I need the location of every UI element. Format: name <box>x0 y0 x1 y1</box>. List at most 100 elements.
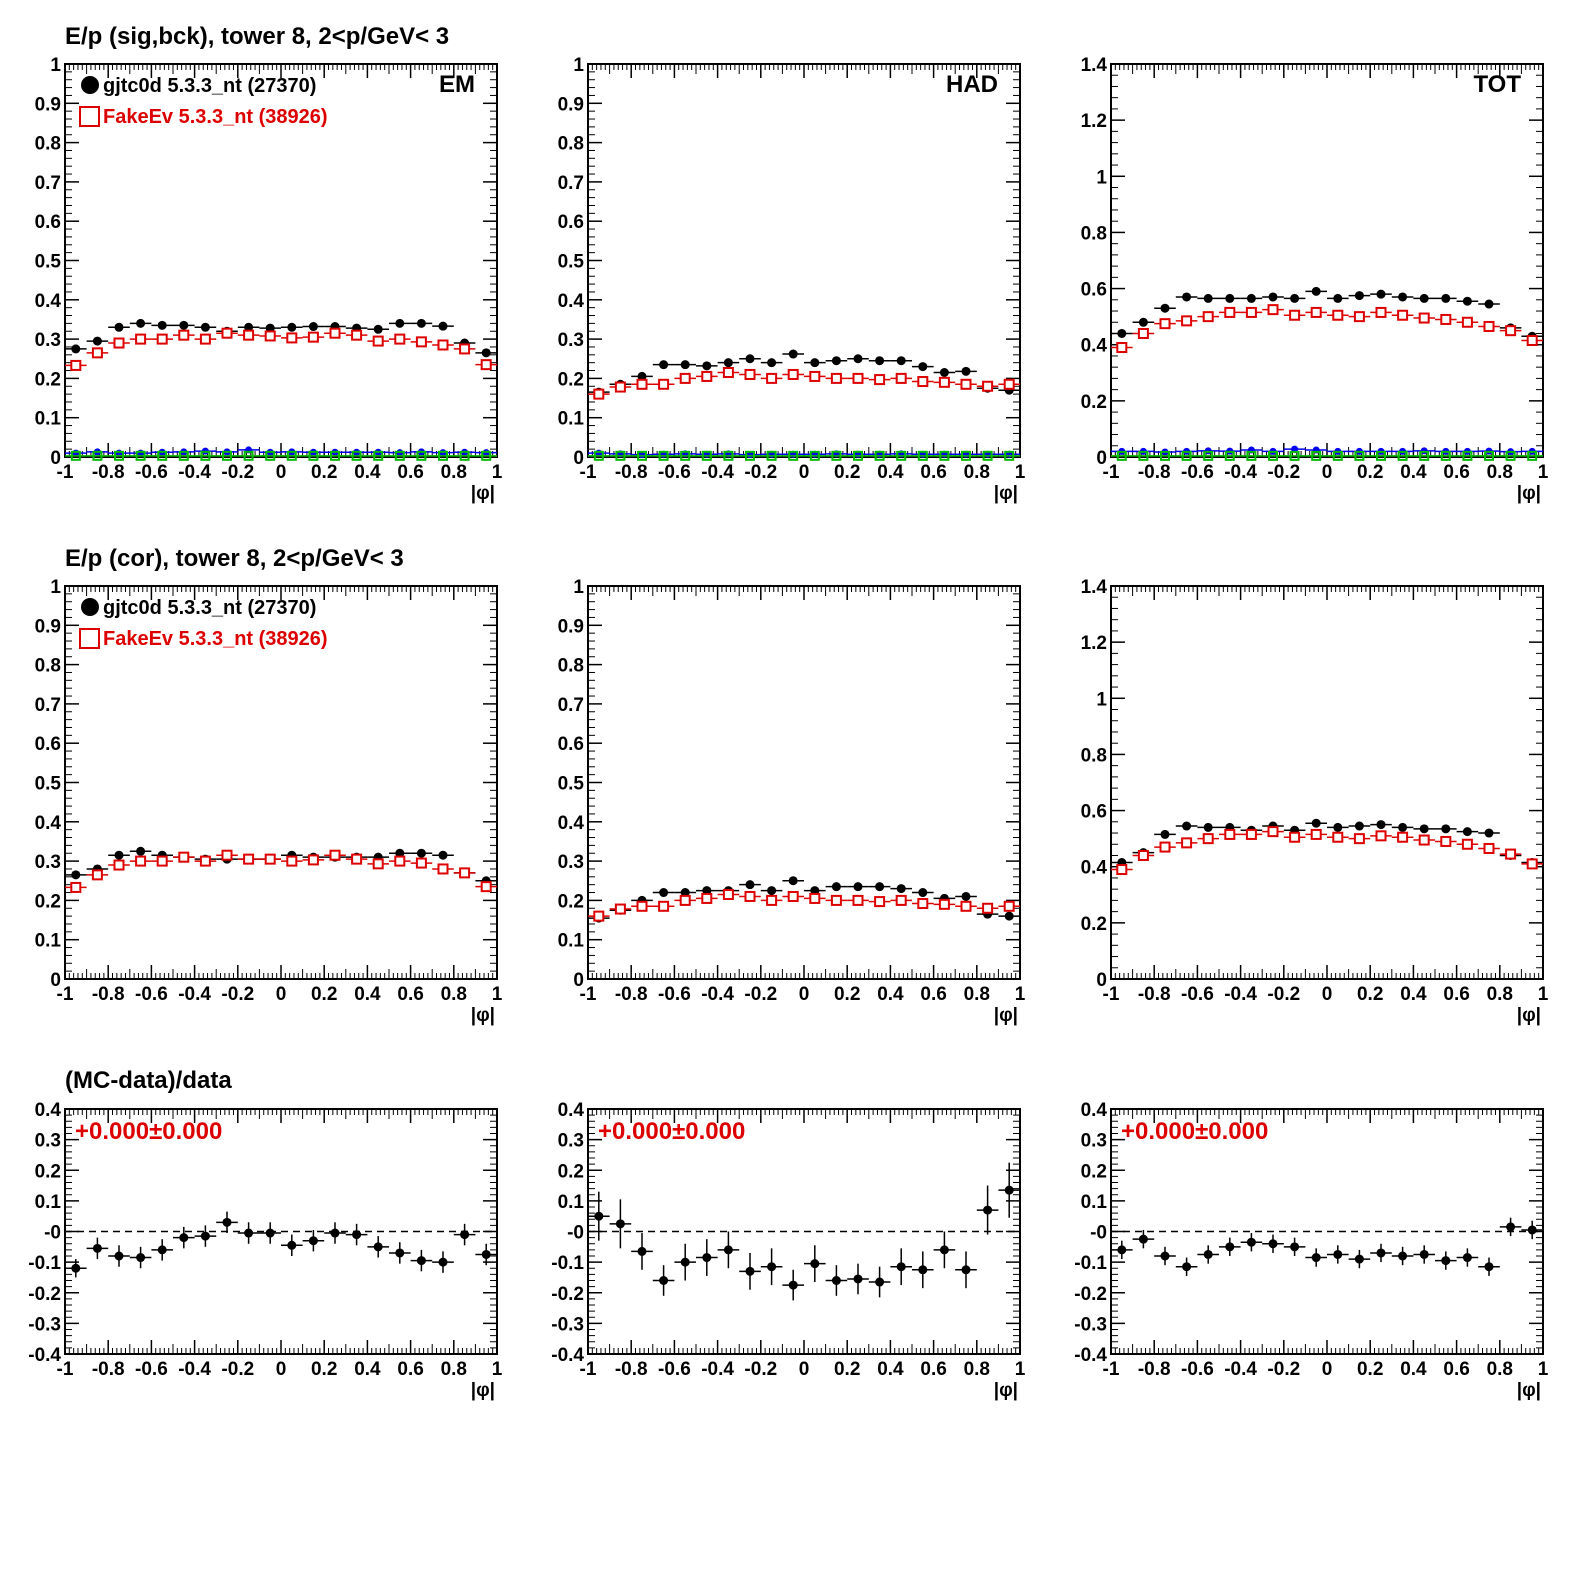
data-point <box>788 1280 798 1290</box>
data-point <box>1182 821 1192 831</box>
y-tick-label: 0.6 <box>1081 802 1107 823</box>
data-point <box>113 859 125 871</box>
data-point <box>1203 822 1213 832</box>
data-point <box>459 343 471 355</box>
y-tick-label: 0.7 <box>558 695 584 716</box>
data-point <box>1376 1248 1386 1258</box>
data-point <box>1332 450 1343 461</box>
x-tick-label: -1 <box>57 984 74 1005</box>
data-point <box>286 450 297 461</box>
y-tick-label: 0.2 <box>1081 392 1107 413</box>
data-point <box>307 331 319 343</box>
data-point <box>722 889 734 901</box>
data-point <box>896 1262 906 1272</box>
series-3 <box>65 450 497 461</box>
y-tick-label: 0.4 <box>35 813 62 834</box>
data-point <box>938 376 950 388</box>
data-point <box>71 1263 81 1273</box>
data-point <box>1224 306 1236 318</box>
series-0 <box>588 349 1020 397</box>
data-point <box>1138 1234 1148 1244</box>
data-point <box>265 323 275 333</box>
data-point <box>1245 828 1257 840</box>
data-point <box>831 1276 841 1285</box>
x-tick-label: 0.4 <box>877 462 904 483</box>
data-point <box>243 450 254 461</box>
x-tick-label: 1 <box>492 984 503 1005</box>
y-tick-label: 0.3 <box>558 1131 584 1152</box>
data-point <box>853 1274 863 1284</box>
y-tick-label: 1 <box>1096 689 1107 710</box>
data-point <box>895 372 907 384</box>
x-tick-label: -0.4 <box>1224 1359 1257 1380</box>
data-point <box>114 450 124 461</box>
data-point <box>614 903 626 915</box>
data-point <box>92 450 103 461</box>
data-point <box>745 354 755 364</box>
x-tick-label: 0.2 <box>834 462 860 483</box>
x-tick-label: -0.2 <box>1267 984 1300 1005</box>
data-point <box>830 372 842 384</box>
x-tick-label: -1 <box>57 1359 74 1380</box>
y-tick-label: 1 <box>1096 167 1107 188</box>
data-point <box>157 450 168 461</box>
data-point <box>1398 292 1408 302</box>
data-point <box>744 368 756 380</box>
x-tick-label: 0.2 <box>311 984 337 1005</box>
panels: -1 -0.8 -0.6 -0.4 -0.2 0 0.2 0.4 0.6 0.8 1 0 0.1 0.2 0… <box>28 55 1548 1401</box>
data-point <box>614 381 626 393</box>
x-tick-label: 1 <box>1538 462 1549 483</box>
y-tick-label: 0.1 <box>35 409 62 430</box>
series-3 <box>1111 450 1543 461</box>
data-point <box>658 900 670 912</box>
data-point <box>1333 1249 1343 1259</box>
data-point <box>1354 1254 1364 1264</box>
x-tick-label: 0.2 <box>1357 462 1383 483</box>
x-tick-label: -0.2 <box>744 462 777 483</box>
data-point <box>1375 830 1387 842</box>
data-point <box>372 858 384 870</box>
x-tick-label: 0 <box>799 984 810 1005</box>
x-tick-label: 0 <box>1322 462 1333 483</box>
data-point <box>767 1262 777 1272</box>
data-point <box>71 344 81 354</box>
data-point <box>200 322 210 332</box>
data-point <box>1202 311 1214 323</box>
x-tick-label: -0.8 <box>615 984 648 1005</box>
data-point <box>1376 289 1386 299</box>
ratio-mean-label: +0.000±0.000 <box>1121 1118 1268 1145</box>
data-point <box>1484 299 1494 309</box>
x-tick-label: 0.6 <box>1443 1359 1469 1380</box>
data-point <box>1375 306 1387 318</box>
data-point <box>373 450 384 461</box>
x-tick-label: -0.4 <box>178 984 211 1005</box>
data-point <box>960 900 972 912</box>
data-point <box>745 450 755 461</box>
data-point <box>918 888 928 898</box>
data-point <box>1461 316 1473 328</box>
panel-r1c1: -1 -0.8 -0.6 -0.4 -0.2 0 0.2 0.4 0.6 0.8 1 0 0.1 0.2 0… <box>35 55 503 504</box>
data-point <box>1290 1242 1300 1252</box>
data-point <box>1246 1237 1256 1247</box>
legend-marker-square <box>79 106 100 127</box>
x-tick-label: 0.8 <box>964 1359 990 1380</box>
data-point <box>1003 900 1015 912</box>
x-tick-label: -0.2 <box>221 462 254 483</box>
data-point <box>1245 306 1257 318</box>
y-tick-label: -0.4 <box>551 1345 584 1366</box>
y-tick-label: 0.9 <box>558 94 584 115</box>
data-point <box>680 888 690 898</box>
data-point <box>1246 450 1257 461</box>
data-point <box>702 361 712 371</box>
ratio-series <box>588 1162 1020 1301</box>
data-point <box>701 370 713 382</box>
data-point <box>1116 864 1128 876</box>
y-tick-label: 0 <box>573 448 584 469</box>
data-point <box>637 371 647 381</box>
y-tick-label: -0.1 <box>28 1253 61 1274</box>
x-tick-label: -0.8 <box>1138 1359 1171 1380</box>
data-point <box>1419 293 1429 303</box>
x-tick-label: 0.4 <box>354 984 381 1005</box>
y-tick-label: -0.2 <box>1074 1284 1107 1305</box>
data-point <box>1116 450 1127 461</box>
